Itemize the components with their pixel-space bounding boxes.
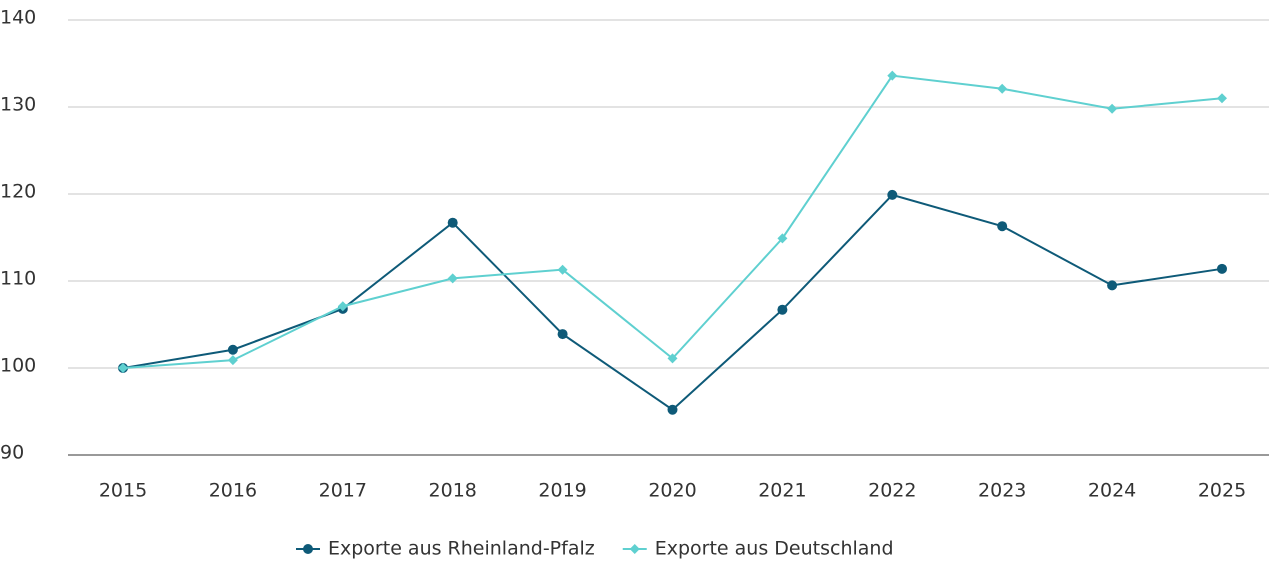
marker	[337, 301, 348, 312]
legend-item: Exporte aus Rheinland-Pfalz	[296, 538, 595, 560]
x-tick-label: 2021	[758, 480, 806, 502]
marker	[447, 217, 458, 228]
marker	[227, 355, 238, 366]
y-tick-label: 90	[0, 442, 24, 464]
legend-label: Exporte aus Rheinland-Pfalz	[328, 538, 595, 560]
y-tick-label: 130	[0, 94, 36, 116]
legend-marker	[303, 544, 313, 554]
marker	[667, 353, 678, 364]
x-tick-label: 2020	[648, 480, 696, 502]
x-tick-label: 2019	[538, 480, 586, 502]
legend-item: Exporte aus Deutschland	[622, 538, 894, 560]
marker	[1217, 263, 1227, 274]
x-tick-label: 2025	[1198, 480, 1246, 502]
marker	[997, 83, 1008, 94]
marker	[667, 404, 678, 415]
marker	[777, 233, 788, 244]
marker	[887, 189, 898, 200]
x-tick-label: 2023	[978, 480, 1026, 502]
marker	[887, 70, 898, 81]
y-tick-label: 110	[0, 268, 36, 290]
series-line	[122, 193, 1223, 412]
marker	[227, 344, 238, 355]
y-tick-label: 120	[0, 181, 36, 203]
legend-label: Exporte aus Deutschland	[655, 538, 894, 560]
marker	[557, 264, 568, 275]
marker	[118, 363, 128, 373]
x-tick-label: 2018	[429, 480, 477, 502]
marker	[1217, 93, 1227, 104]
x-tick-label: 2022	[868, 480, 916, 502]
x-tick-label: 2017	[319, 480, 367, 502]
marker	[997, 221, 1008, 232]
marker	[447, 273, 458, 284]
x-tick-label: 2024	[1088, 480, 1136, 502]
y-tick-label: 100	[0, 355, 36, 377]
marker	[1107, 103, 1118, 114]
legend-marker	[629, 544, 640, 554]
marker	[557, 329, 568, 340]
marker	[777, 304, 788, 315]
y-tick-label: 140	[0, 7, 36, 29]
x-tick-label: 2015	[99, 480, 147, 502]
x-tick-label: 2016	[209, 480, 257, 502]
marker	[1107, 280, 1118, 291]
series-line	[122, 74, 1223, 369]
